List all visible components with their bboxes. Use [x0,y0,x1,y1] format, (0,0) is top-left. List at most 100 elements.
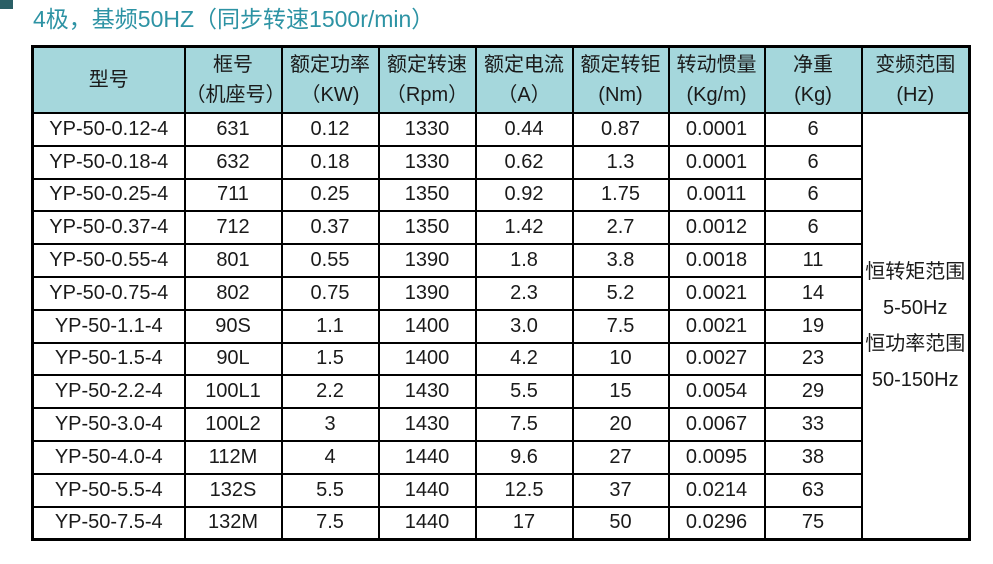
cell-model: YP-50-4.0-4 [31,439,186,475]
cell-speed: 1440 [377,439,477,475]
cell-power: 1.1 [280,308,380,344]
header-line: 额定转速 [387,54,467,76]
cell-speed: 1430 [377,407,477,442]
cell-torque: 7.5 [571,308,670,344]
motor-spec-table: 型号 框号 （机座号） 额定功率 （KW) 额定转速 （Rpm） 额定电流 （A… [31,45,971,542]
table-row: YP-50-3.0-4 100L2 3 1430 7.5 20 0.0067 33 [31,407,970,442]
cell-torque: 2.7 [571,210,670,246]
cell-torque: 37 [571,472,670,508]
header-line: (Kg/m) [686,84,747,106]
cell-torque: 50 [571,505,670,541]
cell-frame: 631 [183,112,283,147]
cell-speed: 1390 [377,243,477,278]
cell-frame: 711 [183,177,283,213]
cell-weight: 6 [763,210,863,246]
cell-power: 0.12 [280,112,380,147]
cell-current: 4.2 [474,341,574,377]
cell-power: 0.18 [280,144,380,180]
table-header: 型号 框号 （机座号） 额定功率 （KW) 额定转速 （Rpm） 额定电流 （A… [31,45,971,114]
cell-speed: 1400 [377,341,477,377]
cell-power: 0.55 [280,243,380,278]
table-row: YP-50-0.12-4 631 0.12 1330 0.44 0.87 0.0001 6 恒转… [31,112,971,541]
header-line: 额定电流 [484,54,564,76]
col-header-model: 型号 [31,45,186,114]
cell-current: 9.6 [474,439,574,475]
header-line: （KW) [300,84,360,106]
freq-range-line: 50-150Hz [871,369,959,392]
cell-speed: 1330 [377,144,477,180]
cell-inertia: 0.0012 [667,210,766,246]
freq-range-line: 5-50Hz [883,297,948,320]
cell-model: YP-50-0.37-4 [31,210,186,246]
col-header-torque: 额定转钜 (Nm) [571,45,670,114]
cell-speed: 1440 [377,472,477,508]
cell-weight: 63 [763,472,863,508]
cell-current: 0.92 [474,177,574,213]
cell-inertia: 0.0021 [667,275,766,311]
cell-current: 0.44 [474,112,574,147]
cell-frame: 132M [183,505,283,541]
col-header-weight: 净重 (Kg) [763,45,863,114]
cell-power: 7.5 [280,505,380,541]
cell-frame: 112M [183,439,283,475]
cell-torque: 3.8 [571,243,670,278]
cell-frame: 90L [183,341,283,377]
cell-torque: 10 [571,341,670,377]
cell-frame: 132S [183,472,283,508]
table-body: YP-50-0.12-4 631 0.12 1330 0.44 0.87 0.0001 6 恒转… [31,112,971,541]
col-header-speed: 额定转速 （Rpm） [377,45,477,114]
cell-speed: 1350 [377,177,477,213]
cell-torque: 1.75 [571,177,670,213]
header-line: （机座号） [185,84,282,106]
cell-inertia: 0.0027 [667,341,766,377]
col-header-inertia: 转动惯量 (Kg/m) [667,45,766,114]
cell-model: YP-50-0.25-4 [31,177,186,213]
cell-weight: 75 [763,505,863,541]
cell-power: 0.75 [280,275,380,311]
table-row: YP-50-1.5-4 90L 1.5 1400 4.2 10 0.0027 23 [31,341,970,377]
freq-range-cell: 恒转矩范围 5-50Hz 恒功率范围 50-150Hz [860,112,971,541]
cell-frame: 802 [183,275,283,311]
cell-weight: 6 [763,112,863,147]
table-row: YP-50-1.1-4 90S 1.1 1400 3.0 7.5 0.0021 19 [31,308,970,344]
table-row: YP-50-2.2-4 100L1 2.2 1430 5.5 15 0.0054 29 [31,374,970,410]
header-row: 型号 框号 （机座号） 额定功率 （KW) 额定转速 （Rpm） 额定电流 （A… [31,45,971,114]
table-row: YP-50-0.37-4 712 0.37 1350 1.42 2.7 0.0012 6 [31,210,970,246]
cell-frame: 801 [183,243,283,278]
cell-power: 3 [280,407,380,442]
cell-speed: 1390 [377,275,477,311]
header-line: (Kg) [794,84,832,106]
cell-weight: 19 [763,308,863,344]
cell-torque: 5.2 [571,275,670,311]
cell-current: 7.5 [474,407,574,442]
cell-frame: 712 [183,210,283,246]
header-line: 变频范围 [875,54,956,76]
header-line: 型号 [88,69,129,91]
cell-power: 1.5 [280,341,380,377]
cell-current: 5.5 [474,374,574,410]
header-line: 额定功率 [290,54,370,76]
table-row: YP-50-7.5-4 132M 7.5 1440 17 50 0.0296 75 [31,505,970,541]
cell-weight: 6 [763,177,863,213]
table-row: YP-50-0.75-4 802 0.75 1390 2.3 5.2 0.0021 14 [31,275,970,311]
cell-model: YP-50-1.1-4 [31,308,186,344]
cell-model: YP-50-0.75-4 [31,275,186,311]
cell-weight: 23 [763,341,863,377]
cell-speed: 1330 [377,112,477,147]
cell-speed: 1400 [377,308,477,344]
cell-power: 5.5 [280,472,380,508]
cell-current: 1.8 [474,243,574,278]
cell-current: 0.62 [474,144,574,180]
cell-current: 3.0 [474,308,574,344]
cell-power: 2.2 [280,374,380,410]
cell-torque: 20 [571,407,670,442]
cell-inertia: 0.0021 [667,308,766,344]
cell-inertia: 0.0018 [667,243,766,278]
cell-speed: 1430 [377,374,477,410]
cell-speed: 1440 [377,505,477,541]
header-line: 框号 [213,54,253,76]
table-row: YP-50-0.18-4 632 0.18 1330 0.62 1.3 0.0001 6 [31,144,970,180]
cell-power: 0.25 [280,177,380,213]
cell-inertia: 0.0095 [667,439,766,475]
cell-current: 12.5 [474,472,574,508]
